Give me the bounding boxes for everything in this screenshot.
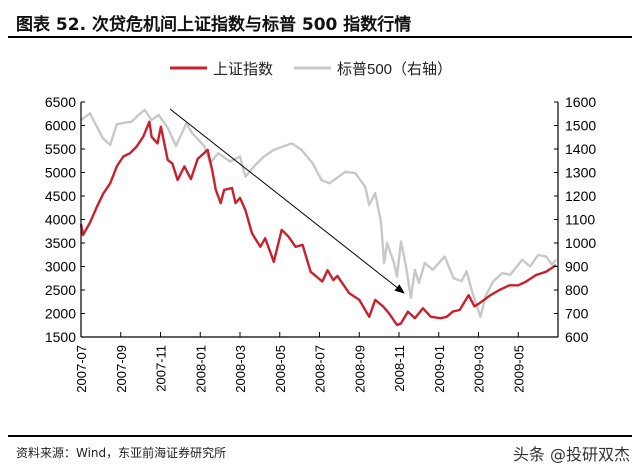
right-axis-tick-label: 600 [565,329,589,345]
x-axis-tick-label: 2008-01 [193,345,208,393]
right-axis-tick-label: 1500 [565,118,596,134]
x-axis-tick-label: 2008-09 [352,345,367,393]
series-line-shanghai [79,120,557,327]
legend-label-shanghai: 上证指数 [213,61,273,78]
right-axis-tick-label: 1200 [565,188,596,204]
title-divider [8,36,632,38]
watermark: 头条 @投研双杰 [512,445,630,464]
x-axis-tick-label: 2009-05 [511,345,526,393]
left-axis-tick-label: 6000 [45,118,76,134]
right-axis-tick-label: 1000 [565,235,596,251]
x-axis-tick-label: 2007-09 [114,345,129,393]
x-axis-tick-label: 2009-03 [472,345,487,393]
x-axis-tick-label: 2008-05 [273,345,288,393]
downtrend-arrow [169,108,405,294]
left-axis-tick-label: 5000 [45,165,76,181]
right-axis-tick-label: 700 [565,306,589,322]
x-axis-tick-label: 2007-07 [74,345,89,393]
right-axis-tick-label: 1100 [565,212,595,228]
left-axis-tick-label: 4500 [45,188,76,204]
left-axis-tick-label: 2500 [45,282,76,298]
footer-divider [8,435,632,437]
series-line-sp500 [80,108,557,318]
right-axis-tick-label: 1600 [565,94,596,110]
x-axis-tick-label: 2008-11 [392,345,407,392]
left-axis-tick-label: 2000 [45,306,76,322]
left-axis-tick-label: 6500 [45,94,76,110]
left-axis-tick-label: 4000 [45,212,76,228]
x-axis-tick-label: 2007-11 [154,345,169,392]
left-axis-tick-label: 3500 [45,235,76,251]
right-axis-tick-label: 800 [565,282,589,298]
left-axis-tick-label: 3000 [45,259,76,275]
left-axis-tick-label: 1500 [45,329,76,345]
x-axis-tick-label: 2008-03 [233,345,248,393]
left-axis-tick-label: 5500 [45,141,76,157]
legend-label-sp500: 标普500（右轴） [337,61,452,78]
right-axis-tick-label: 900 [565,259,589,275]
x-axis-tick-label: 2008-07 [313,345,328,393]
right-axis-tick-label: 1300 [565,165,596,181]
x-axis-tick-label: 2009-01 [432,345,447,393]
source-note: 资料来源：Wind，东亚前海证券研究所 [16,446,227,460]
figure-title: 图表 52. 次贷危机间上证指数与标普 500 指数行情 [16,15,412,35]
right-axis-tick-label: 1400 [565,141,596,157]
chart-svg: 1500 2000 2500 3000 3500 4000 4500 5000 5500 6000… [45,61,597,393]
